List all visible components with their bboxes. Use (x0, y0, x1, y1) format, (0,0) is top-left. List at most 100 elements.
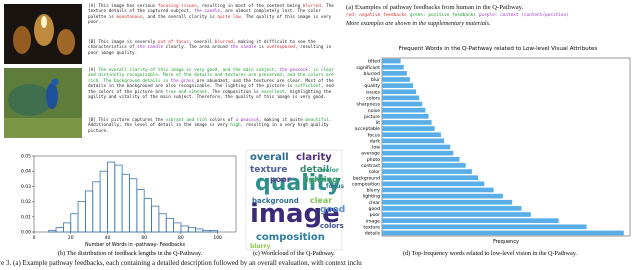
y-tick-label: composition (352, 181, 380, 187)
histogram-bar (143, 198, 152, 233)
bar (382, 64, 404, 70)
histogram-bar (158, 213, 167, 233)
histogram-bar (77, 201, 86, 233)
wordcloud-word: poor (270, 175, 291, 184)
feedback-segment: the grass (170, 78, 195, 84)
bar (382, 138, 444, 144)
wordcloud-word: overall (250, 152, 289, 163)
y-tick-label: low (372, 145, 380, 151)
y-tick-label: 0.05 (21, 154, 31, 160)
wordcloud-word: lighting (303, 175, 338, 184)
y-tick-label: good (369, 206, 381, 212)
feedback-segment: beautiful (305, 118, 329, 123)
feedback-segment: , and the colors of the picture are (88, 84, 334, 95)
caption-d: (d) Top-frequency words related to low-l… (403, 250, 577, 257)
bar (382, 169, 472, 174)
bar (382, 71, 407, 76)
feedback-segment: the candle (137, 45, 164, 51)
feedback-segment: blurred (214, 40, 233, 45)
wordcloud-word: clarity (296, 152, 332, 163)
wordcloud-word: detail (300, 165, 329, 175)
bar (382, 199, 513, 205)
feedback-segment: , resulting in a very high quality pictu… (88, 123, 329, 134)
y-tick-label: lit (376, 120, 381, 126)
y-tick-label: 0.03 (21, 184, 31, 190)
bar (382, 230, 624, 236)
y-tick-label: image (366, 218, 380, 224)
wordcloud-word: background (252, 197, 299, 205)
histogram-bar (173, 222, 182, 233)
feedback-segment: the candle (230, 45, 257, 51)
y-tick-label: 0.02 (21, 199, 31, 205)
feedback-segment: are abundant, and the textures are clear… (88, 78, 334, 90)
feedback-segment: . The composition is (207, 89, 262, 95)
feedback-segment: is (256, 45, 267, 51)
bar (382, 107, 426, 113)
y-tick-label: average (361, 151, 380, 157)
feedback-segment: , making it difficult to see the charact… (88, 40, 316, 51)
y-tick-label: blur (371, 77, 380, 83)
x-tick-label: 20 (68, 235, 74, 241)
bar (382, 132, 441, 138)
feedback-segment: [B] (88, 40, 96, 45)
feedback-segment: , highlighting the agility and vitality … (88, 89, 332, 101)
y-tick-label: clear (369, 200, 380, 206)
histogram-bar (85, 190, 94, 233)
feedback-segment: . The texture details of the captured su… (88, 4, 334, 15)
histogram-bar (107, 161, 116, 233)
feedback-segment: This image is severely (95, 40, 158, 45)
feedback-segment: [A] (88, 68, 96, 73)
wordcloud-word: focus (326, 183, 345, 190)
feedback-segment: out of focus (157, 40, 189, 45)
chart-title: Frequent Words in the Q-Pathway related … (399, 46, 598, 52)
y-tick-label: 0.01 (21, 214, 31, 220)
histogram-bar (209, 230, 219, 233)
legend-entry: purple: context (content/position) (478, 13, 569, 18)
y-tick-label: significant (356, 65, 380, 71)
y-tick-label: blurry (366, 188, 380, 194)
bar (382, 224, 587, 230)
histogram-bar (55, 227, 64, 233)
y-tick-label: 0.04 (21, 169, 31, 175)
y-tick-label: quality (364, 83, 380, 89)
histogram-bar (92, 181, 101, 233)
wordcloud-word: good (320, 205, 345, 215)
bar (382, 58, 401, 64)
feedback-segment: monotonous (116, 14, 143, 20)
wordcloud-frame (245, 149, 343, 251)
feedback-segment: , resulting in most of the content being (196, 4, 303, 9)
y-tick-label: tilted (368, 59, 380, 65)
y-tick-label: texture (363, 224, 380, 230)
feedback-segment: , overall (188, 40, 215, 45)
bar (382, 144, 451, 150)
y-tick-label: color (369, 169, 380, 175)
y-tick-label: sharpness (357, 102, 381, 108)
x-tick-label: 60 (141, 235, 147, 241)
bar (382, 218, 559, 223)
y-tick-label: background (353, 175, 380, 181)
bar (382, 77, 410, 82)
y-tick-label: details (365, 231, 381, 237)
feedback-segment: a peacock (235, 118, 259, 123)
caption-b: (b) The distribution of feedback lengths… (58, 250, 203, 257)
histogram-bar (180, 225, 189, 233)
histogram-bar (136, 189, 145, 233)
bar (382, 101, 423, 107)
histogram-bar (121, 173, 130, 233)
feedback-segment: overexposed (266, 45, 295, 51)
feedback-paragraph: [B] This image is severely out of focus,… (88, 40, 338, 56)
feedback-segment: quite low (217, 14, 241, 20)
y-tick-label: focus (368, 132, 381, 138)
feedback-segment: blurred (302, 4, 321, 9)
wordcloud-word: composition (256, 232, 325, 243)
feedback-segment: excellent (261, 89, 285, 95)
histogram-bar (62, 222, 72, 233)
histogram-bar (48, 230, 57, 233)
caption-c: (c) Wordcloud of the Q-Pathway. (253, 250, 335, 257)
feedback-segment: clearly. The area around (163, 45, 231, 51)
x-tick-label: 80 (178, 235, 184, 241)
note: More examples are shown in the supplemen… (346, 20, 491, 27)
bar (382, 187, 494, 193)
bar (382, 193, 503, 199)
